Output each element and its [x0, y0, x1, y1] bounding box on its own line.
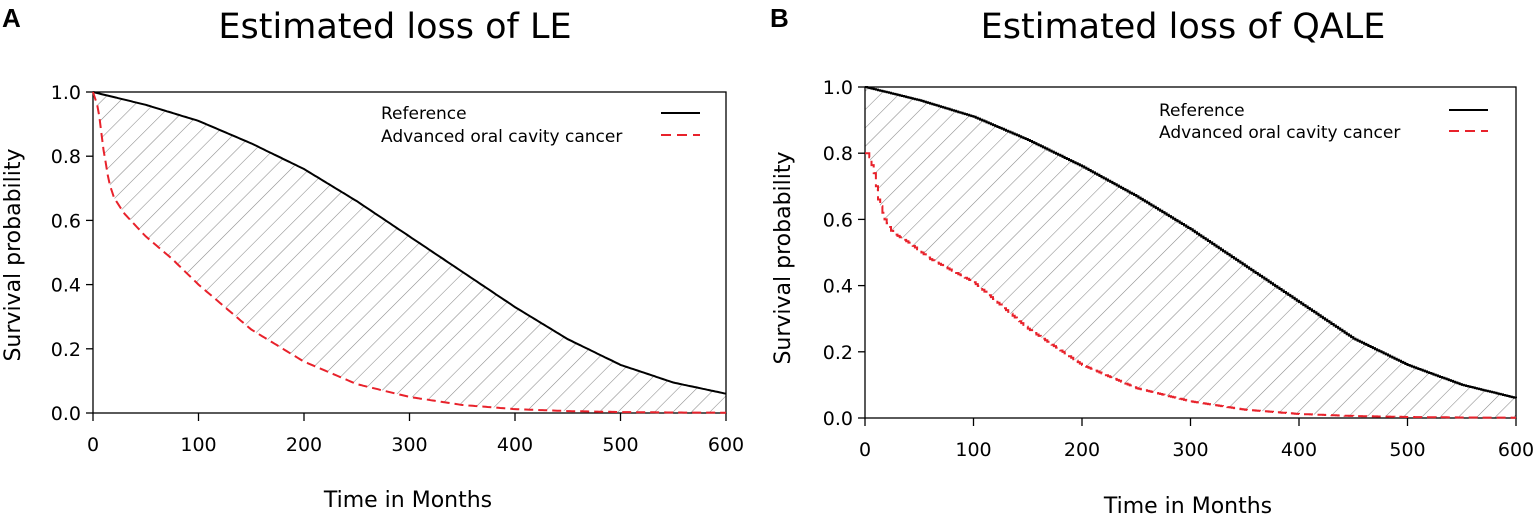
y-tick-label-b-0.6: 0.6 [823, 209, 853, 231]
y-tick-label-b-0.2: 0.2 [823, 342, 853, 364]
x-tick-label-b-400: 400 [1281, 439, 1317, 461]
x-tick-label-a-600: 600 [708, 434, 744, 456]
x-tick-label-b-500: 500 [1389, 439, 1425, 461]
legend-label-b-reference: Reference [1159, 101, 1245, 121]
x-tick-label-b-100: 100 [955, 439, 991, 461]
series-line-b-cancer [865, 152, 1516, 419]
y-tick-label-a-0.2: 0.2 [51, 339, 81, 361]
x-tick-label-b-200: 200 [1064, 439, 1100, 461]
legend-label-b-cancer: Advanced oral cavity cancer [1159, 123, 1400, 143]
y-tick-label-b-0.0: 0.0 [823, 408, 853, 430]
hatched-area-a [93, 92, 726, 413]
y-tick-label-b-1.0: 1.0 [823, 77, 853, 99]
series-line-a-cancer [92, 91, 726, 414]
legend-label-a-cancer: Advanced oral cavity cancer [381, 127, 622, 147]
y-tick-label-a-1.0: 1.0 [51, 82, 81, 104]
legend-label-a-reference: Reference [381, 104, 467, 124]
hatched-area-b [865, 87, 1516, 418]
y-axis-label-b: Survival probability [771, 151, 796, 364]
x-tick-label-a-400: 400 [497, 434, 533, 456]
chart-title-a: Estimated loss of LE [218, 7, 571, 47]
panel-label-a: A [2, 3, 21, 33]
x-tick-label-a-0: 0 [87, 434, 99, 456]
panel-label-b: B [770, 3, 789, 33]
x-tick-label-a-300: 300 [391, 434, 427, 456]
series-line-a-reference [92, 91, 727, 395]
y-axis-label-a: Survival probability [1, 148, 26, 361]
y-tick-label-a-0.8: 0.8 [51, 146, 81, 168]
x-axis-label-b: Time in Months [1103, 494, 1272, 519]
y-tick-label-b-0.8: 0.8 [823, 143, 853, 165]
x-tick-label-b-300: 300 [1172, 439, 1208, 461]
x-tick-label-a-100: 100 [180, 434, 216, 456]
x-tick-label-a-500: 500 [602, 434, 638, 456]
series-line-b-reference [865, 86, 1517, 399]
x-tick-label-b-600: 600 [1498, 439, 1534, 461]
y-tick-label-a-0.0: 0.0 [51, 403, 81, 425]
x-tick-label-a-200: 200 [286, 434, 322, 456]
y-tick-label-a-0.4: 0.4 [51, 275, 81, 297]
y-tick-label-b-0.4: 0.4 [823, 276, 853, 298]
y-tick-label-a-0.6: 0.6 [51, 210, 81, 232]
x-axis-label-a: Time in Months [323, 488, 492, 513]
x-tick-label-b-0: 0 [859, 439, 871, 461]
chart-title-b: Estimated loss of QALE [981, 7, 1386, 47]
